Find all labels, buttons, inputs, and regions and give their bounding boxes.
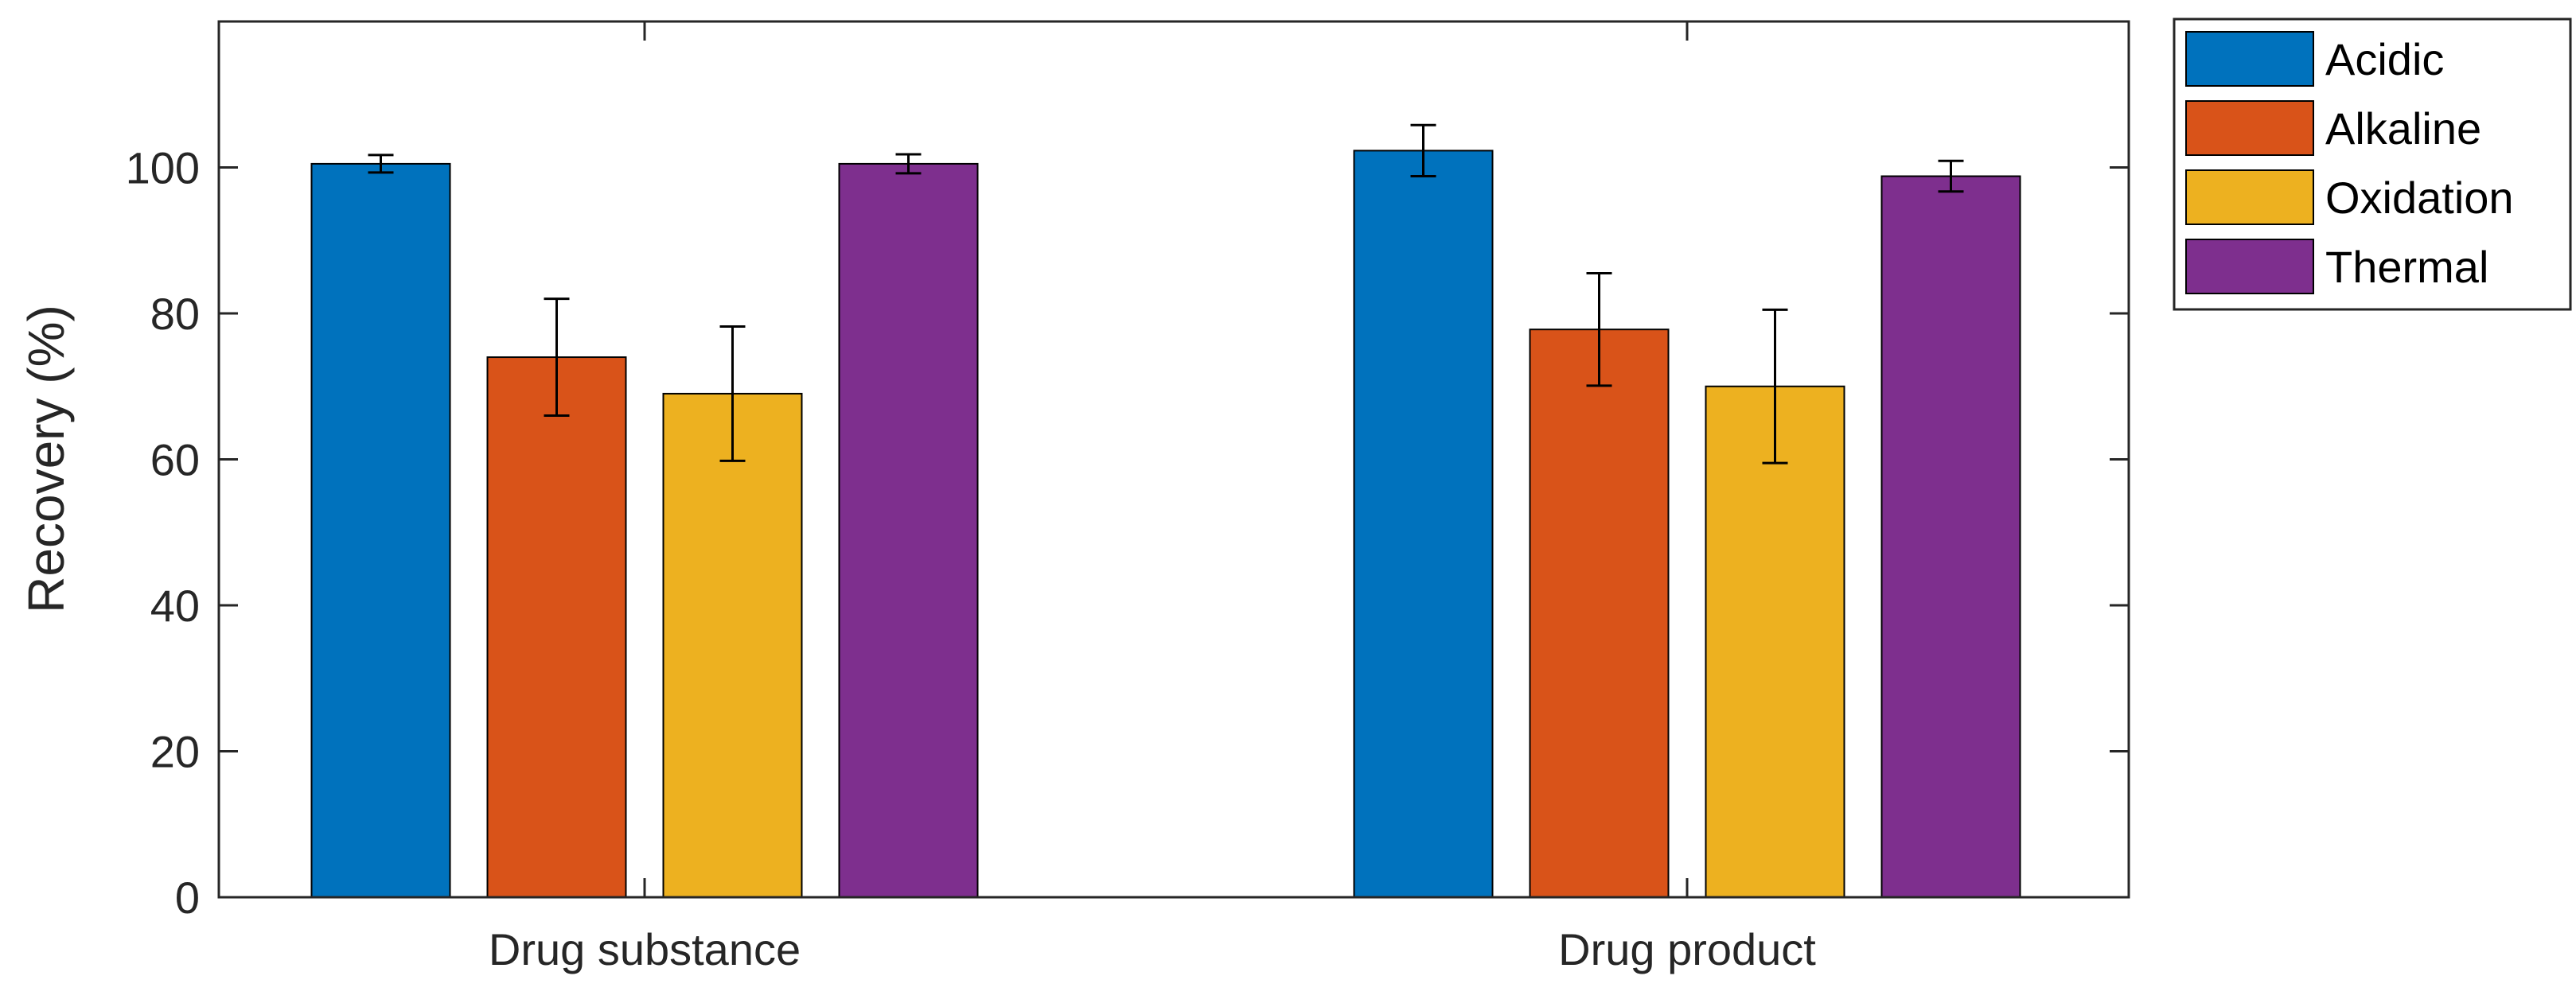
bar-acidic-drug-substance xyxy=(310,162,451,899)
bar-alkaline-drug-substance xyxy=(486,356,627,898)
y-tick-label: 100 xyxy=(126,143,200,193)
error-bar-alkaline-drug-substance xyxy=(544,297,570,417)
legend-item-alkaline: Alkaline xyxy=(2185,100,2481,156)
legend-item-acidic: Acidic xyxy=(2185,31,2444,87)
bar-thermal-drug-substance xyxy=(838,162,979,899)
error-bar-acidic-drug-product xyxy=(1410,123,1436,178)
error-bar-alkaline-drug-product xyxy=(1586,272,1612,387)
legend-swatch xyxy=(2185,239,2314,294)
legend-item-oxidation: Oxidation xyxy=(2185,169,2514,225)
error-bar-thermal-drug-substance xyxy=(895,153,922,175)
legend-label: Thermal xyxy=(2325,242,2488,292)
error-bar-thermal-drug-product xyxy=(1938,159,1964,193)
y-tick-label: 40 xyxy=(150,581,200,631)
bars-layer xyxy=(310,150,2021,899)
legend-swatch xyxy=(2185,169,2314,225)
error-bar-acidic-drug-substance xyxy=(368,154,394,174)
legend-swatch xyxy=(2185,100,2314,156)
legend-label: Alkaline xyxy=(2325,103,2481,154)
legend: Acidic Alkaline Oxidation Thermal xyxy=(2173,17,2572,311)
bar-oxidation-drug-substance xyxy=(662,392,803,898)
bar-acidic-drug-product xyxy=(1353,150,1494,898)
y-axis-label: Recovery (%) xyxy=(18,305,75,613)
y-tick-label: 20 xyxy=(150,727,200,777)
x-tick-label: Drug product xyxy=(1558,924,1816,974)
bar-alkaline-drug-product xyxy=(1529,329,1670,898)
ticks-layer: 0 20 40 60 80 100 Drug substance Drug product xyxy=(126,21,2129,974)
y-tick-label: 60 xyxy=(150,435,200,485)
error-bars-layer xyxy=(368,123,1964,465)
legend-label: Acidic xyxy=(2325,34,2444,84)
legend-item-thermal: Thermal xyxy=(2185,239,2488,294)
x-tick-label: Drug substance xyxy=(489,924,801,974)
error-bar-oxidation-drug-product xyxy=(1762,308,1788,465)
legend-label: Oxidation xyxy=(2325,173,2514,223)
bar-thermal-drug-product xyxy=(1880,175,2021,898)
y-tick-label: 0 xyxy=(175,873,200,923)
error-bar-oxidation-drug-substance xyxy=(719,325,746,462)
legend-swatch xyxy=(2185,31,2314,87)
y-tick-label: 80 xyxy=(150,289,200,339)
